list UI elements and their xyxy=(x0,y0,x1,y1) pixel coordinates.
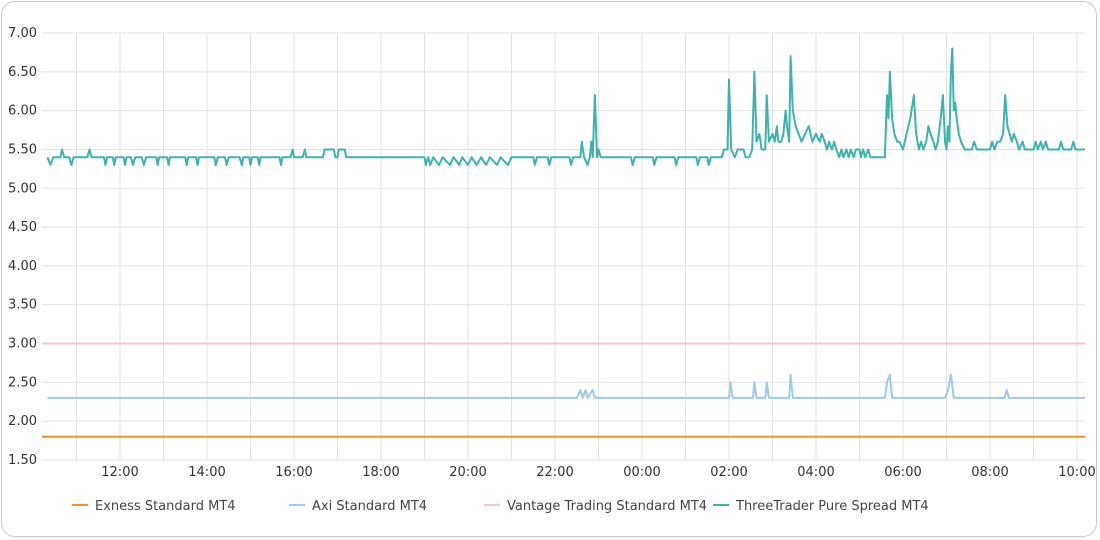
y-tick-label: 6.00 xyxy=(8,104,37,119)
x-tick-label: 16:00 xyxy=(275,465,312,480)
x-tick-label: 00:00 xyxy=(623,465,660,480)
x-tick-label: 22:00 xyxy=(536,465,573,480)
legend-item[interactable]: Exness Standard MT4 xyxy=(72,499,236,514)
y-tick-label: 2.50 xyxy=(8,375,37,390)
legend-label: Exness Standard MT4 xyxy=(95,499,236,514)
series-line-4 xyxy=(46,47,1085,166)
y-tick-label: 5.50 xyxy=(8,142,37,157)
legend-item[interactable]: ThreeTrader Pure Spread MT4 xyxy=(713,499,929,514)
x-tick-label: 04:00 xyxy=(797,465,834,480)
y-tick-label: 4.00 xyxy=(8,259,37,274)
legend: Exness Standard MT4 Axi Standard MT4 Vanta… xyxy=(72,499,929,514)
y-tick-label: 2.00 xyxy=(8,414,37,429)
y-tick-label: 5.00 xyxy=(8,181,37,196)
series-lines xyxy=(42,47,1085,438)
x-tick-label: 14:00 xyxy=(188,465,225,480)
x-tick-label: 08:00 xyxy=(971,465,1008,480)
x-tick-label: 18:00 xyxy=(362,465,399,480)
x-tick-label: 02:00 xyxy=(710,465,747,480)
y-axis-ticks: 7.00 6.50 6.00 5.50 5.00 4.50 4.00 3.50 3.00 2.50… xyxy=(8,26,37,468)
legend-label: Vantage Trading Standard MT4 xyxy=(507,499,707,514)
series-line-2 xyxy=(47,373,1085,399)
x-tick-label: 06:00 xyxy=(884,465,921,480)
legend-label: ThreeTrader Pure Spread MT4 xyxy=(735,499,929,514)
y-tick-label: 4.50 xyxy=(8,220,37,235)
grid xyxy=(42,32,1085,461)
x-axis-ticks: 12:00 14:00 16:00 18:00 20:00 22:00 00:00 02:00… xyxy=(101,465,1095,480)
legend-item[interactable]: Axi Standard MT4 xyxy=(289,499,427,514)
x-tick-label: 20:00 xyxy=(449,465,486,480)
legend-item[interactable]: Vantage Trading Standard MT4 xyxy=(484,499,707,514)
y-tick-label: 7.00 xyxy=(8,26,37,41)
y-tick-label: 6.50 xyxy=(8,65,37,80)
y-tick-label: 3.50 xyxy=(8,298,37,313)
x-tick-label: 10:00 xyxy=(1058,465,1095,480)
x-tick-label: 12:00 xyxy=(101,465,138,480)
y-tick-label: 3.00 xyxy=(8,337,37,352)
legend-label: Axi Standard MT4 xyxy=(312,499,427,514)
y-tick-label: 1.50 xyxy=(8,453,37,468)
